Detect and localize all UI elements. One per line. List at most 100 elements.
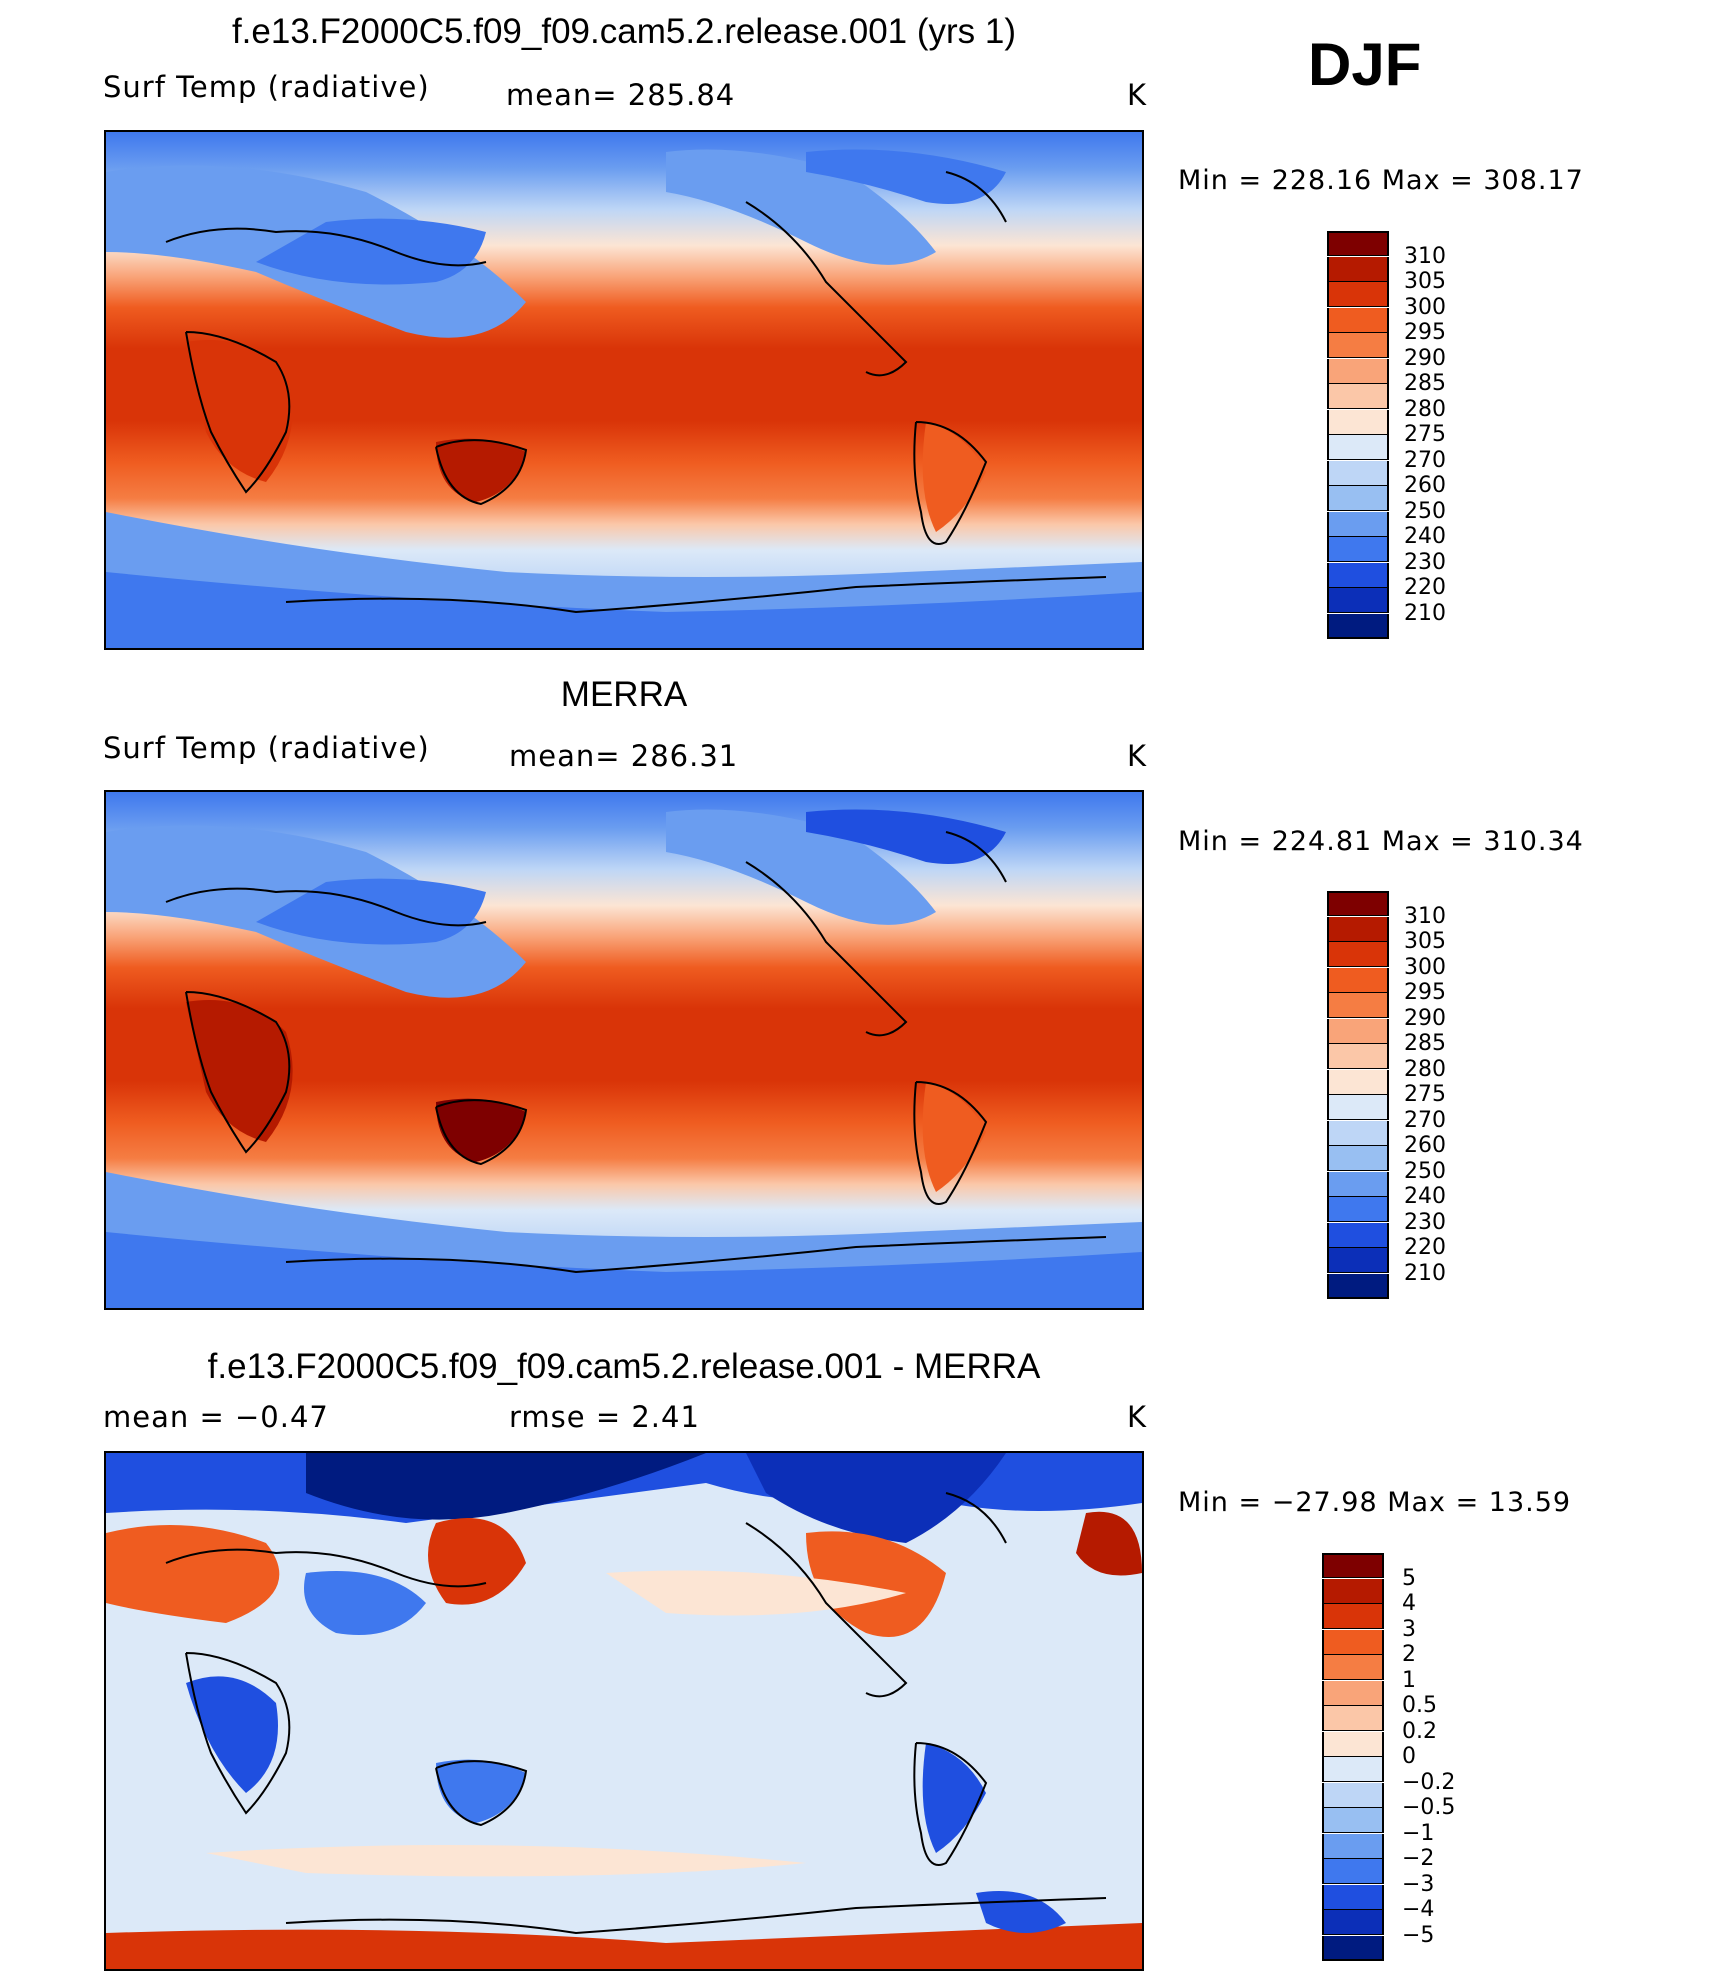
colorbar-swatch bbox=[1322, 1910, 1384, 1935]
colorbar-tick-label: 250 bbox=[1404, 498, 1446, 524]
colorbar-swatch bbox=[1327, 891, 1389, 916]
colorbar-swatch bbox=[1327, 1069, 1389, 1095]
colorbar-tick-label: −0.5 bbox=[1402, 1795, 1456, 1820]
colorbar-tick-label: 260 bbox=[1404, 1133, 1446, 1158]
colorbar-tick-label: 295 bbox=[1404, 320, 1446, 345]
colorbar-swatch bbox=[1327, 1146, 1389, 1171]
colorbar-swatch bbox=[1327, 486, 1389, 511]
colorbar-swatch bbox=[1327, 1197, 1389, 1222]
season-label: DJF bbox=[1308, 31, 1422, 98]
colorbar-tick-label: 3 bbox=[1402, 1616, 1416, 1642]
colorbar-swatch bbox=[1327, 256, 1389, 282]
colorbar-tick-label: 220 bbox=[1404, 1235, 1446, 1260]
colorbar-tick-label: 310 bbox=[1404, 903, 1446, 929]
colorbar-tick-label: 305 bbox=[1404, 929, 1446, 954]
colorbar-tick-label: 295 bbox=[1404, 980, 1446, 1005]
colorbar-swatch bbox=[1327, 460, 1389, 486]
colorbar-swatch bbox=[1322, 1884, 1384, 1910]
colorbar-tick-label: 4 bbox=[1402, 1591, 1416, 1616]
colorbar-tick-label: −5 bbox=[1402, 1922, 1435, 1948]
colorbar-tick-label: −1 bbox=[1402, 1820, 1435, 1846]
colorbar-swatch bbox=[1327, 916, 1389, 942]
colorbar-swatch bbox=[1322, 1680, 1384, 1706]
panel-model-title: f.e13.F2000C5.f09_f09.cam5.2.release.001… bbox=[231, 12, 1017, 51]
colorbar-swatch bbox=[1322, 1578, 1384, 1604]
colorbar-tick-label: 210 bbox=[1404, 600, 1446, 626]
panel-obs-units: K bbox=[1127, 739, 1148, 773]
colorbar-tick-label: 210 bbox=[1404, 1260, 1446, 1286]
colorbar-swatch bbox=[1327, 1095, 1389, 1120]
colorbar-tick-label: 285 bbox=[1404, 371, 1446, 396]
colorbar-swatch bbox=[1327, 1018, 1389, 1044]
colorbar-swatch bbox=[1322, 1553, 1384, 1578]
colorbar-tick-label: 2 bbox=[1402, 1642, 1416, 1667]
colorbar-swatch bbox=[1327, 384, 1389, 409]
colorbar-swatch bbox=[1327, 333, 1389, 358]
colorbar-tick-label: 270 bbox=[1404, 447, 1446, 473]
surface-temperature-difference-map bbox=[106, 1453, 1142, 1969]
colorbar-tick-label: 305 bbox=[1404, 269, 1446, 294]
colorbar-tick-label: 300 bbox=[1404, 954, 1446, 980]
colorbar-tick-label: 220 bbox=[1404, 575, 1446, 600]
colorbar-swatch bbox=[1327, 1120, 1389, 1146]
colorbar-swatch bbox=[1327, 993, 1389, 1018]
colorbar-tick-label: 280 bbox=[1404, 396, 1446, 422]
colorbar-swatch bbox=[1322, 1935, 1384, 1961]
colorbar-tick-label: 240 bbox=[1404, 1184, 1446, 1209]
colorbar-tick-label: 285 bbox=[1404, 1031, 1446, 1056]
panel-obs-variable: Surf Temp (radiative) bbox=[103, 731, 430, 765]
panel-model-variable: Surf Temp (radiative) bbox=[103, 70, 430, 104]
colorbar-swatch bbox=[1322, 1782, 1384, 1808]
panel-diff-mean: mean = −0.47 bbox=[103, 1400, 329, 1434]
colorbar-tick-label: 230 bbox=[1404, 1209, 1446, 1235]
colorbar-swatch bbox=[1327, 1222, 1389, 1248]
colorbar-tick-label: 300 bbox=[1404, 294, 1446, 320]
colorbar-swatch bbox=[1322, 1859, 1384, 1884]
colorbar-swatch bbox=[1322, 1757, 1384, 1782]
surface-temperature-map-model bbox=[106, 132, 1142, 648]
colorbar-tick-label: 275 bbox=[1404, 422, 1446, 447]
panel-diff-map bbox=[104, 1451, 1144, 1971]
colorbar-swatch bbox=[1322, 1629, 1384, 1655]
colorbar-tick-label: 250 bbox=[1404, 1158, 1446, 1184]
panel-diff-units: K bbox=[1127, 1400, 1148, 1434]
panel-model-map bbox=[104, 130, 1144, 650]
colorbar-tick-label: 270 bbox=[1404, 1107, 1446, 1133]
panel-model-minmax: Min = 228.16 Max = 308.17 bbox=[1178, 165, 1584, 196]
colorbar-tick-label: 310 bbox=[1404, 243, 1446, 269]
colorbar-swatch bbox=[1327, 1248, 1389, 1273]
colorbar-tick-label: 275 bbox=[1404, 1082, 1446, 1107]
colorbar-swatch bbox=[1327, 537, 1389, 562]
colorbar-tick-label: 5 bbox=[1402, 1565, 1416, 1591]
colorbar-swatch bbox=[1327, 358, 1389, 384]
colorbar-tick-label: 1 bbox=[1402, 1667, 1416, 1693]
colorbar-tick-label: −0.2 bbox=[1402, 1769, 1456, 1795]
colorbar-tick-label: −3 bbox=[1402, 1871, 1435, 1897]
surface-temperature-map-obs bbox=[106, 792, 1142, 1308]
colorbar-tick-label: −4 bbox=[1402, 1897, 1435, 1922]
colorbar-swatch bbox=[1322, 1808, 1384, 1833]
colorbar-swatch bbox=[1322, 1833, 1384, 1859]
colorbar-swatch bbox=[1327, 409, 1389, 435]
colorbar-swatch bbox=[1327, 307, 1389, 333]
colorbar-tick-label: 230 bbox=[1404, 549, 1446, 575]
colorbar-swatch bbox=[1327, 1171, 1389, 1197]
colorbar-tick-label: 0.5 bbox=[1402, 1693, 1437, 1718]
colorbar-tick-label: 290 bbox=[1404, 345, 1446, 371]
colorbar-swatch bbox=[1327, 1044, 1389, 1069]
colorbar-swatch bbox=[1322, 1706, 1384, 1731]
panel-model-units: K bbox=[1127, 78, 1148, 112]
panel-obs-minmax: Min = 224.81 Max = 310.34 bbox=[1178, 826, 1584, 857]
colorbar-swatch bbox=[1327, 613, 1389, 639]
colorbar-tick-label: 240 bbox=[1404, 524, 1446, 549]
colorbar-tick-label: 0.2 bbox=[1402, 1718, 1437, 1744]
colorbar-swatch bbox=[1327, 231, 1389, 256]
colorbar-swatch bbox=[1327, 942, 1389, 967]
colorbar-swatch bbox=[1327, 967, 1389, 993]
colorbar-swatch bbox=[1322, 1731, 1384, 1757]
colorbar-swatch bbox=[1327, 588, 1389, 613]
panel-obs-title: MERRA bbox=[560, 675, 688, 714]
colorbar-tick-label: −2 bbox=[1402, 1846, 1435, 1871]
panel-obs-mean: mean= 286.31 bbox=[509, 739, 739, 773]
colorbar-swatch bbox=[1327, 562, 1389, 588]
